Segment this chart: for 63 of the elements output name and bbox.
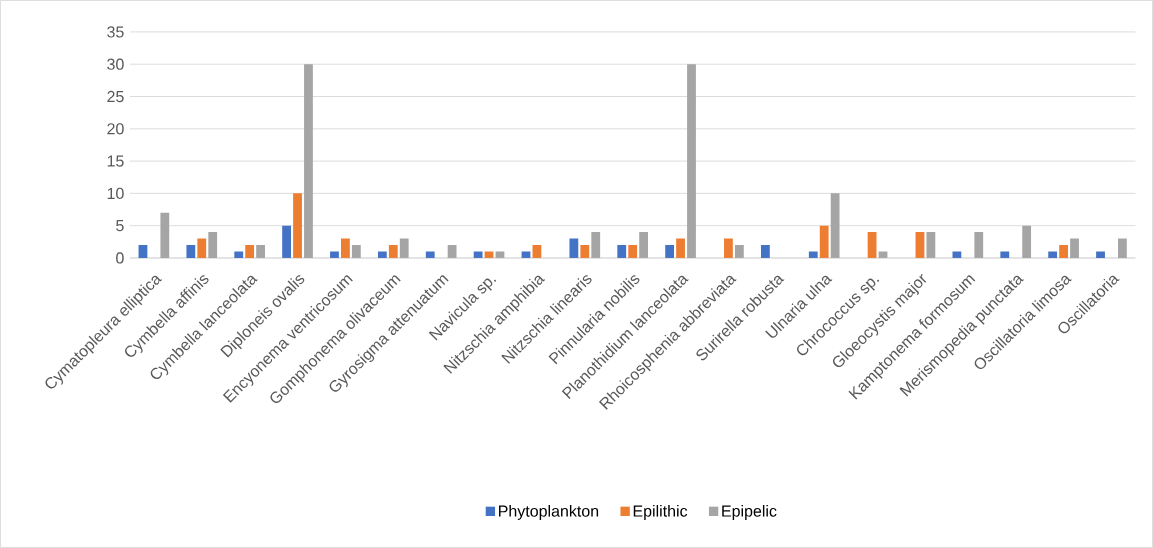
bar (425, 251, 435, 258)
bar (952, 251, 962, 258)
bar (399, 238, 409, 258)
bar (687, 64, 696, 258)
bar (760, 245, 770, 258)
bar (974, 232, 984, 258)
bar (521, 251, 531, 258)
bar (160, 212, 170, 258)
legend-label: Phytoplankton (499, 505, 599, 520)
bar (377, 251, 387, 258)
bar (734, 245, 744, 258)
y-tick-label: 25 (107, 90, 124, 103)
y-tick-label: 35 (107, 26, 124, 38)
bar (234, 251, 244, 258)
bar (867, 232, 877, 258)
bar (926, 232, 936, 258)
y-tick-label: 10 (107, 187, 124, 200)
bar (617, 245, 627, 258)
bar (447, 245, 457, 258)
bar (484, 251, 494, 258)
bar (197, 238, 207, 258)
legend-label: Epilithic (633, 505, 688, 520)
bar (665, 245, 675, 258)
bar (628, 245, 638, 258)
bar (676, 238, 685, 258)
bar (639, 232, 649, 258)
bar (186, 245, 196, 258)
bar (1096, 251, 1105, 258)
bar (282, 225, 291, 258)
y-tick-label: 20 (107, 123, 124, 135)
bar (388, 245, 398, 258)
bar (1022, 225, 1032, 258)
y-tick-label: 0 (116, 252, 124, 264)
bar (580, 245, 590, 258)
bar (256, 245, 265, 258)
bar (208, 232, 218, 258)
y-tick-label: 30 (107, 58, 124, 70)
bar (915, 232, 925, 258)
bar (808, 251, 818, 258)
bar (341, 238, 350, 258)
bar (1118, 238, 1127, 258)
bar (1070, 238, 1079, 258)
bar (532, 245, 542, 258)
bar (1059, 245, 1068, 258)
legend-label: Epipelic (722, 505, 777, 520)
y-tick-label: 15 (107, 155, 124, 167)
bar (569, 238, 579, 258)
bar (351, 245, 361, 258)
bar (1000, 251, 1010, 258)
bar (878, 251, 888, 258)
bar (138, 245, 148, 258)
bar (819, 225, 829, 258)
bar (591, 232, 601, 258)
bar (293, 193, 302, 258)
bar (724, 238, 733, 258)
bar (495, 251, 505, 258)
bar (330, 251, 339, 258)
bar (304, 64, 313, 258)
bar (245, 245, 255, 258)
bar (473, 251, 483, 258)
bar (1048, 251, 1058, 258)
y-tick-label: 5 (116, 220, 124, 232)
bar (830, 193, 840, 258)
